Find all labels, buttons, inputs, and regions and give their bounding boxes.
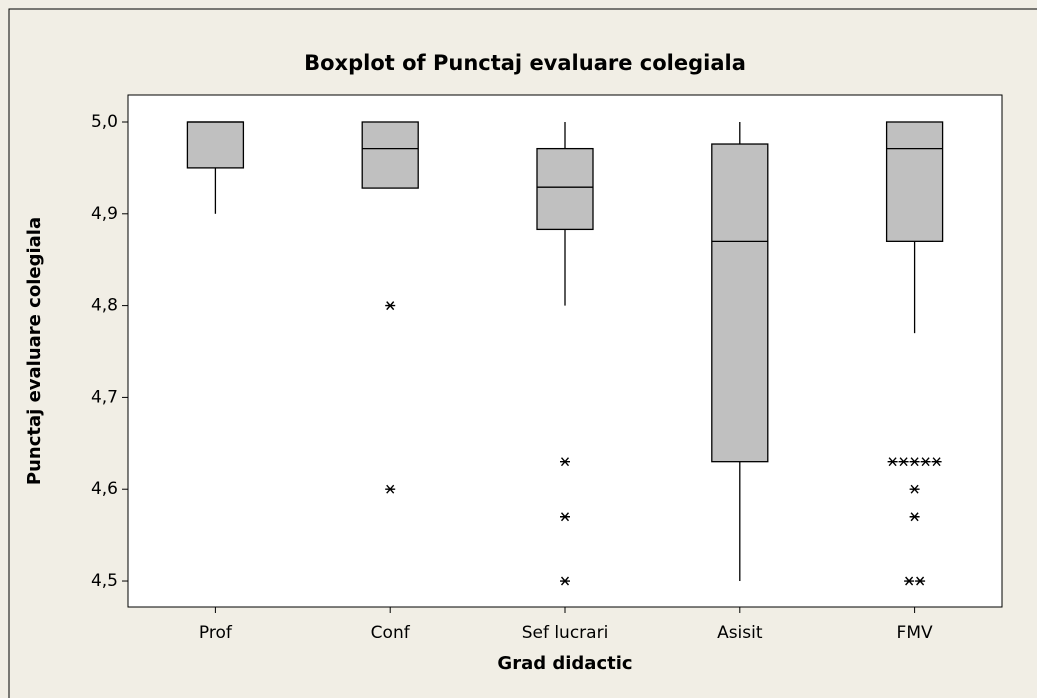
outlier	[385, 484, 396, 494]
outlier	[931, 457, 942, 467]
x-tick-label: Prof	[199, 623, 233, 643]
box	[186, 121, 245, 169]
outlier	[915, 576, 926, 586]
y-tick-label: 5,0	[91, 112, 118, 132]
box	[885, 121, 944, 242]
box	[361, 121, 419, 189]
y-tick-label: 4,6	[91, 479, 118, 499]
x-axis-label: Grad didactic	[497, 653, 632, 674]
outlier	[560, 576, 570, 586]
chart-title: Boxplot of Punctaj evaluare colegiala	[304, 51, 746, 75]
y-tick-label: 4,9	[91, 204, 118, 224]
x-tick-label: Asisit	[717, 623, 763, 643]
x-tick-label: Sef lucrari	[522, 623, 609, 643]
y-tick-label: 4,8	[91, 296, 118, 316]
outlier	[560, 512, 570, 522]
outlier	[560, 457, 570, 467]
outlier	[909, 457, 920, 467]
box	[711, 143, 769, 463]
outlier	[385, 301, 396, 311]
x-tick-label: FMV	[897, 623, 933, 643]
y-tick-label: 4,5	[91, 571, 118, 591]
outlier	[909, 512, 920, 522]
y-axis-label: Punctaj evaluare colegiala	[24, 217, 45, 485]
outlier	[909, 484, 920, 494]
y-tick-label: 4,7	[91, 387, 118, 407]
outlier	[887, 457, 898, 467]
outlier	[904, 576, 915, 586]
outlier	[898, 457, 909, 467]
box	[536, 147, 594, 231]
x-tick-label: Conf	[371, 623, 411, 643]
outlier	[920, 457, 931, 467]
